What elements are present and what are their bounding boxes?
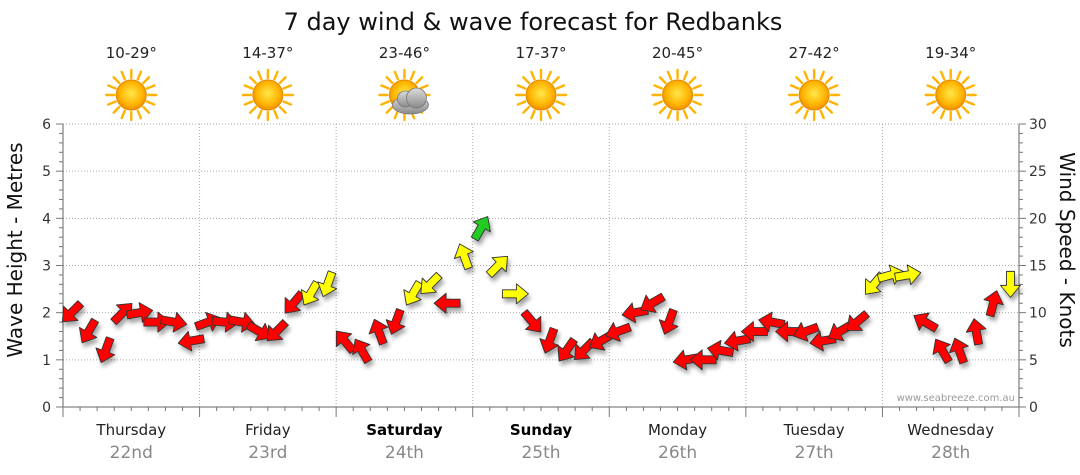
temp-range: 27-42° bbox=[789, 44, 840, 62]
day-label: Friday bbox=[245, 421, 291, 439]
wind-arrow bbox=[846, 310, 870, 331]
y-tick-label-right: 0 bbox=[1029, 400, 1038, 416]
sun-icon bbox=[241, 68, 295, 122]
wind-arrow bbox=[640, 292, 666, 313]
wind-arrow bbox=[300, 280, 321, 306]
wind-arrow bbox=[485, 255, 508, 278]
wind-arrow bbox=[453, 243, 474, 271]
wind-arrow bbox=[177, 330, 205, 352]
y-tick-label-right: 20 bbox=[1029, 211, 1047, 227]
sun-icon bbox=[514, 68, 568, 122]
day-label: Thursday bbox=[95, 421, 166, 439]
y-tick-label-left: 3 bbox=[42, 259, 51, 275]
sun-icon bbox=[924, 68, 977, 122]
wind-arrow bbox=[403, 280, 424, 306]
wind-arrow bbox=[1000, 270, 1021, 298]
sun-icon bbox=[787, 68, 841, 122]
wind-arrow bbox=[689, 349, 717, 371]
wind-arrow bbox=[385, 308, 406, 335]
wind-arrow bbox=[501, 283, 529, 305]
day-label: Monday bbox=[648, 421, 707, 439]
wind-arrow bbox=[605, 322, 632, 342]
y-tick-label-left: 4 bbox=[42, 211, 51, 227]
sun-icon bbox=[651, 68, 704, 122]
y-tick-label-right: 5 bbox=[1029, 353, 1038, 369]
sun-cloud-icon bbox=[378, 68, 431, 122]
temp-range: 23-46° bbox=[379, 44, 430, 62]
wind-arrow bbox=[420, 271, 443, 295]
wind-arrow bbox=[740, 321, 768, 342]
day-label: Wednesday bbox=[907, 421, 994, 439]
wind-arrow bbox=[913, 312, 939, 333]
wind-arrow bbox=[368, 318, 389, 346]
wind-arrow bbox=[894, 264, 922, 286]
wind-arrow bbox=[266, 319, 289, 342]
wind-arrow bbox=[352, 338, 373, 365]
watermark: www.seabreeze.com.au bbox=[897, 393, 1015, 404]
y-tick-label-right: 10 bbox=[1029, 306, 1047, 322]
wind-arrow bbox=[125, 302, 154, 323]
wind-arrow bbox=[539, 326, 560, 354]
wind-arrow bbox=[983, 290, 1004, 318]
wind-arrow bbox=[78, 317, 100, 344]
wind-arrow bbox=[932, 338, 953, 365]
wind-arrow bbox=[658, 308, 679, 335]
day-label: Sunday bbox=[510, 421, 573, 439]
temp-range: 20-45° bbox=[652, 44, 703, 62]
y-tick-label-right: 15 bbox=[1029, 259, 1047, 275]
temp-range: 10-29° bbox=[106, 44, 157, 62]
chart-title: 7 day wind & wave forecast for Redbanks bbox=[284, 8, 783, 36]
temp-range: 14-37° bbox=[242, 44, 293, 62]
y-axis-left-title: Wave Height - Metres bbox=[3, 142, 27, 357]
wind-arrow bbox=[317, 270, 338, 298]
y-tick-label-left: 1 bbox=[42, 353, 51, 369]
y-tick-label-right: 25 bbox=[1029, 164, 1047, 180]
y-tick-label-left: 6 bbox=[42, 117, 51, 133]
wind-arrow bbox=[706, 339, 735, 361]
date-label: 24th bbox=[385, 443, 424, 463]
wind-arrow bbox=[95, 336, 116, 364]
y-tick-label-left: 5 bbox=[42, 164, 51, 180]
date-label: 26th bbox=[658, 443, 697, 463]
temp-range: 19-34° bbox=[925, 44, 976, 62]
wind-arrow bbox=[557, 337, 578, 362]
wind-arrow bbox=[245, 321, 272, 342]
wind-arrow bbox=[160, 311, 188, 333]
y-axis-right-title: Wind Speed - Knots bbox=[1055, 152, 1079, 348]
wind-arrow bbox=[61, 300, 85, 323]
temp-range: 17-37° bbox=[515, 44, 566, 62]
date-label: 22nd bbox=[110, 443, 153, 463]
wind-arrow bbox=[792, 322, 820, 342]
wind-arrow bbox=[520, 309, 542, 333]
date-label: 27th bbox=[795, 443, 834, 463]
day-label: Tuesday bbox=[783, 421, 845, 439]
wind-arrow bbox=[949, 337, 969, 365]
wind-arrow bbox=[965, 318, 987, 346]
date-label: 23rd bbox=[248, 443, 287, 463]
date-label: 28th bbox=[931, 443, 970, 463]
y-tick-label-left: 2 bbox=[42, 306, 51, 322]
wind-arrow bbox=[433, 292, 461, 314]
y-tick-label-left: 0 bbox=[42, 400, 51, 416]
wind-arrow bbox=[470, 216, 491, 242]
day-label: Saturday bbox=[366, 421, 443, 439]
sun-icon bbox=[105, 68, 158, 122]
y-tick-label-right: 30 bbox=[1029, 117, 1047, 133]
date-label: 25th bbox=[521, 443, 560, 463]
